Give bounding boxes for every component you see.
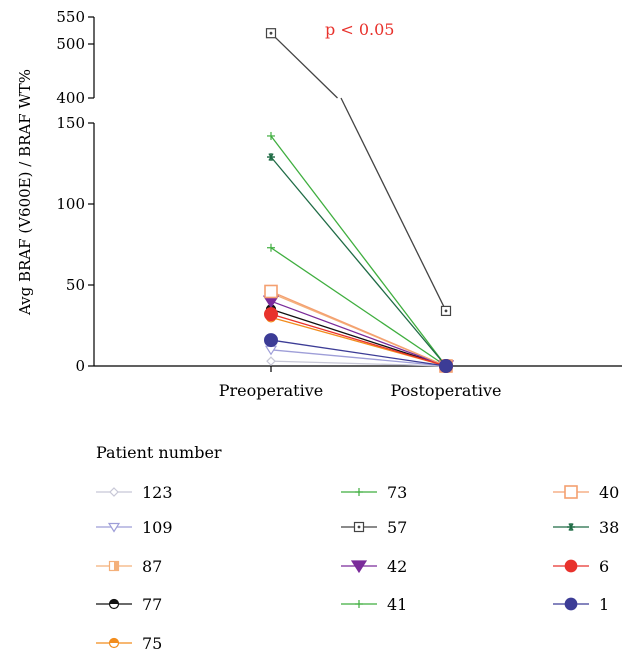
y-upper-tick-label: 500 bbox=[56, 35, 85, 53]
y-upper-tick-label: 400 bbox=[56, 89, 85, 107]
series-line bbox=[270, 339, 447, 367]
series-line bbox=[270, 135, 447, 367]
legend-label: 75 bbox=[142, 634, 162, 653]
series-57 bbox=[265, 28, 452, 317]
marker-square bbox=[564, 485, 578, 499]
legend-item-1: 1 bbox=[553, 595, 609, 614]
series-line-segment bbox=[340, 97, 447, 312]
legend-label: 42 bbox=[387, 557, 407, 576]
marker-diamond bbox=[109, 487, 119, 497]
marker-dot bbox=[444, 309, 448, 313]
marker-square bbox=[264, 284, 278, 299]
marker-circle bbox=[564, 597, 578, 611]
marker-circle bbox=[264, 307, 278, 322]
marker-square-fill bbox=[114, 561, 119, 571]
axes: 0 50 100 150 400 500 550 Avg BRAF (V600E) / BRA… bbox=[16, 8, 622, 400]
legend-item-87: 87 bbox=[96, 557, 162, 576]
legend-label: 41 bbox=[387, 595, 407, 614]
marker-circle bbox=[264, 333, 278, 348]
marker-dot bbox=[357, 525, 361, 529]
legend-label: 38 bbox=[599, 518, 619, 537]
series-line bbox=[270, 247, 447, 367]
legend-label: 57 bbox=[387, 518, 407, 537]
legend-label: 1 bbox=[599, 595, 609, 614]
series-line-segment bbox=[270, 32, 338, 99]
series-line bbox=[270, 300, 447, 367]
legend-title: Patient number bbox=[96, 443, 222, 462]
marker-circle-fill bbox=[109, 638, 119, 643]
legend-item-77: 77 bbox=[96, 595, 162, 614]
legend-item-42: 42 bbox=[341, 557, 407, 576]
series-line bbox=[270, 313, 447, 367]
series-layer bbox=[262, 28, 455, 374]
y-lower-tick-label: 150 bbox=[56, 114, 85, 132]
marker-triangle bbox=[350, 560, 368, 574]
legend-label: 40 bbox=[599, 483, 619, 502]
legend-item-38: 38 bbox=[553, 518, 619, 537]
series-line bbox=[270, 349, 447, 367]
y-lower-tick-label: 100 bbox=[56, 195, 85, 213]
x-tick-label: Preoperative bbox=[219, 381, 323, 400]
legend-label: 87 bbox=[142, 557, 162, 576]
legend: Patient number 123 109 87 77 75 73 57 42 41 40 38 6 1 bbox=[96, 443, 619, 653]
legend-label: 123 bbox=[142, 483, 173, 502]
legend-label: 109 bbox=[142, 518, 173, 537]
legend-item-6: 6 bbox=[553, 557, 609, 576]
p-value-annotation: p < 0.05 bbox=[325, 20, 394, 39]
y-lower-tick-label: 50 bbox=[66, 276, 85, 294]
series-line bbox=[270, 360, 447, 367]
series-line bbox=[270, 290, 447, 367]
legend-item-109: 109 bbox=[96, 518, 173, 537]
marker-circle-fill bbox=[109, 599, 119, 604]
marker-diamond bbox=[266, 356, 276, 366]
y-axis-label: Avg BRAF (V600E) / BRAF WT% bbox=[16, 69, 34, 316]
series-line bbox=[270, 156, 447, 367]
legend-item-41: 41 bbox=[341, 595, 407, 614]
legend-item-73: 73 bbox=[341, 483, 407, 502]
y-lower-tick-label: 0 bbox=[75, 357, 85, 375]
legend-label: 77 bbox=[142, 595, 162, 614]
legend-label: 73 bbox=[387, 483, 407, 502]
marker-triangle bbox=[107, 522, 121, 533]
series-line bbox=[270, 308, 447, 367]
legend-item-57: 57 bbox=[341, 518, 407, 537]
series-1 bbox=[264, 333, 453, 373]
marker-circle bbox=[439, 359, 453, 373]
legend-item-75: 75 bbox=[96, 634, 162, 653]
marker-dot bbox=[269, 31, 273, 35]
x-tick-label: Postoperative bbox=[391, 381, 502, 400]
y-upper-tick-label: 550 bbox=[56, 8, 85, 26]
marker-circle bbox=[564, 559, 578, 573]
legend-item-123: 123 bbox=[96, 483, 173, 502]
legend-item-40: 40 bbox=[553, 483, 619, 502]
series-41 bbox=[267, 131, 450, 370]
legend-label: 6 bbox=[599, 557, 609, 576]
